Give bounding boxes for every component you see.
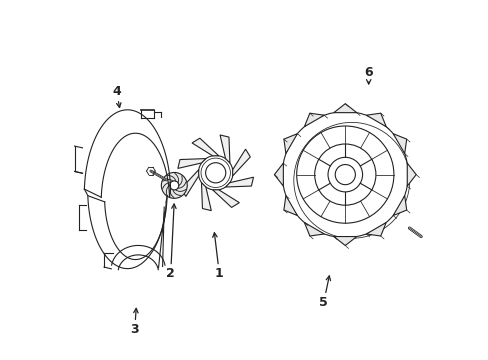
Polygon shape	[304, 222, 324, 236]
Circle shape	[161, 172, 187, 198]
Polygon shape	[201, 183, 211, 211]
Polygon shape	[212, 190, 239, 207]
Text: 4: 4	[112, 85, 121, 108]
Circle shape	[169, 181, 179, 190]
Polygon shape	[274, 163, 283, 186]
Polygon shape	[181, 170, 198, 197]
Polygon shape	[232, 149, 250, 176]
Polygon shape	[304, 113, 324, 127]
Polygon shape	[178, 159, 205, 168]
Polygon shape	[284, 195, 297, 216]
Polygon shape	[225, 177, 253, 187]
Polygon shape	[284, 134, 297, 154]
Polygon shape	[366, 113, 386, 127]
Polygon shape	[333, 104, 356, 113]
Text: 6: 6	[364, 66, 372, 84]
Polygon shape	[366, 222, 386, 236]
Polygon shape	[392, 195, 406, 216]
Polygon shape	[392, 134, 406, 154]
Polygon shape	[407, 163, 415, 186]
Text: 2: 2	[166, 204, 176, 280]
Text: 3: 3	[130, 309, 139, 336]
Text: 5: 5	[319, 276, 330, 309]
Polygon shape	[333, 237, 356, 246]
Polygon shape	[220, 135, 229, 163]
Text: 1: 1	[212, 233, 223, 280]
Polygon shape	[192, 138, 218, 156]
